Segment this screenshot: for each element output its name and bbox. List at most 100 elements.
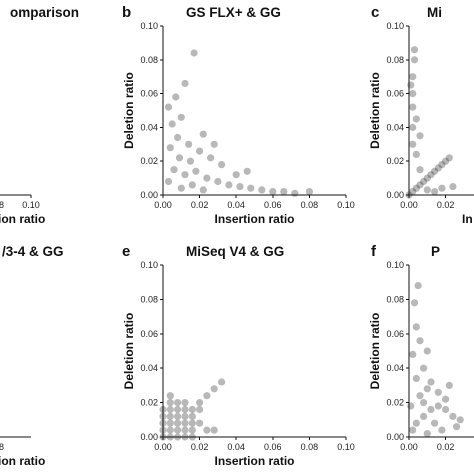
- data-point: [243, 167, 251, 175]
- data-point: [196, 147, 204, 155]
- y-tick-label: 0.02: [140, 398, 158, 408]
- data-point: [409, 90, 417, 98]
- data-point: [188, 181, 196, 189]
- data-point: [166, 405, 174, 414]
- data-point: [174, 405, 182, 414]
- data-point: [412, 323, 420, 331]
- data-point: [431, 188, 439, 196]
- x-tick-label: 0.10: [337, 442, 355, 452]
- y-tick-label: 0.06: [140, 329, 158, 339]
- panel-letter: c: [371, 4, 379, 21]
- data-point: [416, 337, 424, 345]
- data-point: [423, 174, 431, 182]
- y-tick-label: 0.08: [140, 294, 158, 304]
- data-point: [168, 120, 176, 128]
- x-tick-label: 0.00: [154, 200, 172, 210]
- data-point: [269, 188, 277, 196]
- data-point: [445, 154, 453, 162]
- y-axis-label: Deletion ratio: [368, 313, 382, 390]
- panel-c: c Mi 0.00 0.02 0.00 0.02 0.04 0.06 0.08 0.10 In Del…: [368, 4, 474, 226]
- data-point: [427, 171, 435, 179]
- data-point: [416, 166, 424, 174]
- data-point: [166, 412, 174, 420]
- y-tick-label: 0.02: [386, 398, 404, 408]
- data-point: [166, 419, 174, 427]
- chart-title: /3-4 & GG: [2, 244, 64, 259]
- chart-title: omparison: [10, 5, 79, 20]
- data-point: [427, 378, 435, 386]
- y-axis-label: Deletion ratio: [122, 313, 136, 390]
- data-point: [175, 154, 184, 162]
- y-tick-label: 0.00: [386, 190, 404, 200]
- chart-title: P: [431, 244, 440, 259]
- x-tick-label: 0.02: [437, 200, 455, 210]
- data-point: [434, 388, 442, 396]
- data-point: [410, 56, 419, 64]
- data-point: [196, 405, 204, 414]
- data-point: [407, 402, 415, 410]
- data-point: [423, 186, 431, 194]
- panel-e: e MiSeq V4 & GG 0.00 0.02 0.04 0.06 0.08 0.10 0.…: [122, 243, 355, 468]
- panel-f: f P 0.00 0.02 0.00 0.02 0.04 0.06 0.08 0.10 Deleti…: [368, 243, 474, 452]
- points: [164, 49, 313, 197]
- data-point: [407, 81, 415, 89]
- y-tick-label: 0.06: [386, 329, 404, 339]
- data-point: [185, 140, 193, 148]
- data-point: [181, 412, 189, 420]
- data-point: [409, 73, 417, 81]
- y-tick-label: 0.10: [386, 21, 404, 31]
- x-tick-label: 0.04: [227, 200, 245, 210]
- data-point: [214, 177, 222, 186]
- data-point: [420, 399, 428, 407]
- data-point: [442, 157, 450, 165]
- data-point: [431, 167, 439, 175]
- x-axis-label: ion ratio: [0, 454, 45, 468]
- data-point: [409, 103, 417, 111]
- panel-letter: e: [122, 243, 130, 260]
- data-point: [412, 115, 420, 123]
- y-axis-label: Deletion ratio: [368, 72, 382, 149]
- data-point: [210, 385, 218, 393]
- data-point: [445, 381, 453, 389]
- data-point: [456, 416, 464, 424]
- x-tick-label: 0.00: [154, 442, 172, 452]
- y-tick-label: 0.04: [386, 363, 404, 373]
- data-point: [280, 188, 288, 196]
- data-point: [199, 186, 207, 194]
- data-point: [166, 392, 174, 400]
- data-point: [225, 181, 233, 189]
- x-tick-label: 0.02: [437, 442, 455, 452]
- x-axis-label: Insertion ratio: [214, 212, 294, 226]
- data-point: [218, 161, 226, 169]
- y-tick-label: 0.08: [386, 294, 404, 304]
- y-tick-label: 0.02: [386, 156, 404, 166]
- data-point: [409, 140, 417, 148]
- x-tick-label: 0.10: [337, 200, 355, 210]
- data-point: [409, 123, 417, 131]
- x-tick-label: 0.04: [227, 442, 245, 452]
- x-axis-label: In: [462, 212, 473, 226]
- data-point: [188, 412, 196, 420]
- data-point: [442, 395, 450, 403]
- x-axis-label: ion ratio: [0, 212, 45, 226]
- data-point: [423, 430, 431, 438]
- data-point: [431, 419, 439, 427]
- data-point: [172, 93, 180, 101]
- data-point: [416, 392, 424, 400]
- data-point: [434, 402, 442, 410]
- data-point: [291, 189, 299, 197]
- data-point: [423, 385, 431, 393]
- data-point: [442, 405, 450, 414]
- data-point: [438, 426, 446, 434]
- y-tick-label: 0.00: [140, 432, 158, 442]
- data-point: [232, 171, 240, 179]
- data-point: [188, 419, 196, 427]
- data-point: [210, 426, 218, 434]
- data-point: [409, 350, 417, 358]
- data-point: [196, 419, 204, 427]
- data-point: [170, 166, 178, 174]
- y-tick-label: 0.10: [386, 260, 404, 270]
- data-point: [449, 412, 457, 420]
- data-point: [174, 133, 182, 142]
